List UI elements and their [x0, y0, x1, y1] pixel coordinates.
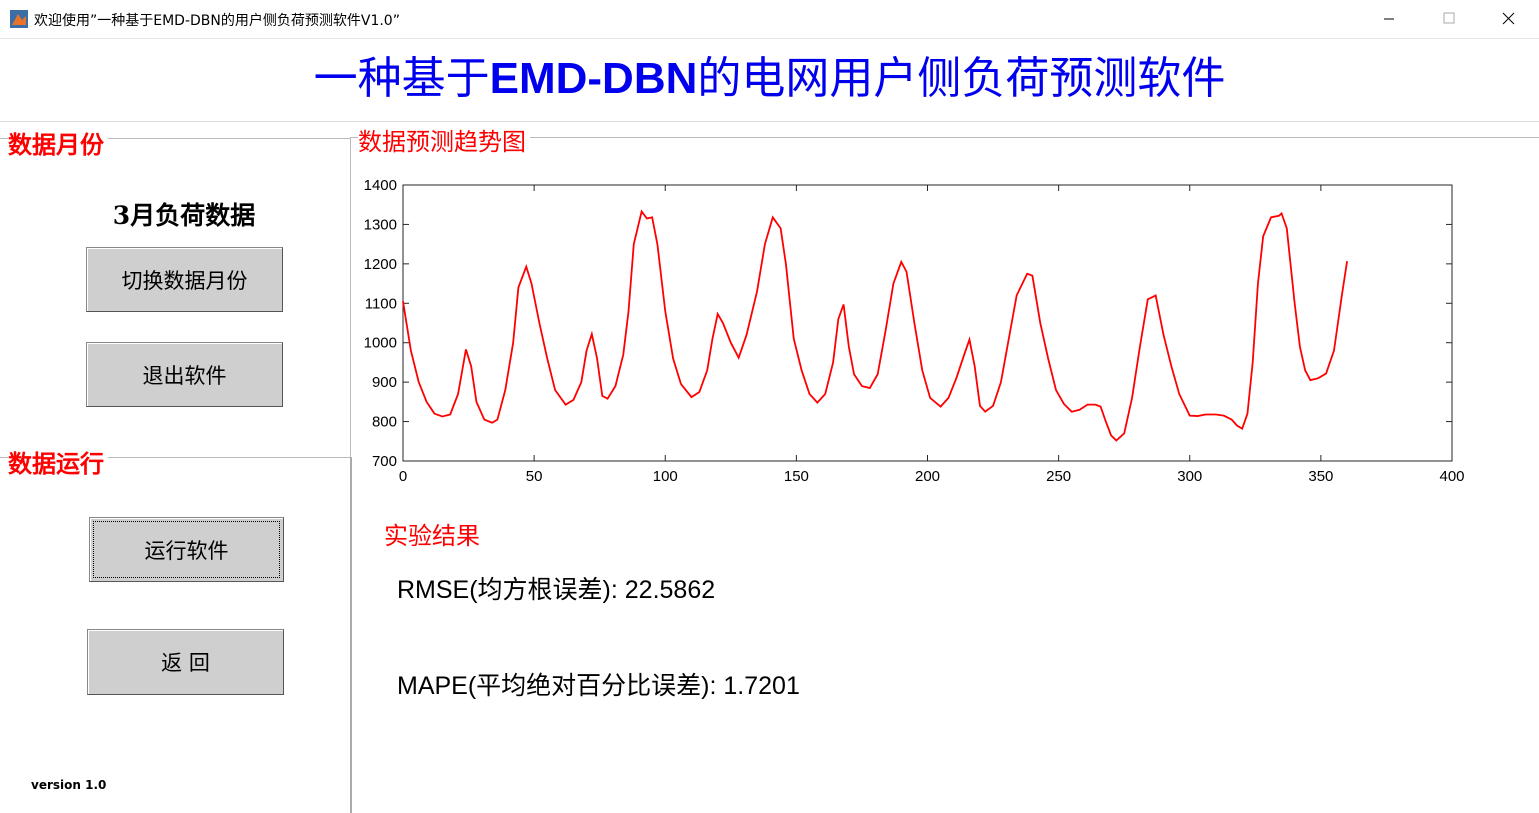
divider — [0, 121, 1539, 122]
header-part: 一种基于 — [313, 53, 490, 104]
group-label: 数据运行 — [8, 444, 108, 479]
run-group — [0, 457, 352, 813]
y-tick-label: 1300 — [364, 216, 397, 233]
y-tick-label: 1400 — [364, 177, 397, 194]
header-part: 的电网用户侧负荷预测软件 — [697, 53, 1226, 104]
x-tick-label: 350 — [1308, 468, 1333, 485]
window-controls[interactable] — [1370, 0, 1539, 38]
x-tick-label: 250 — [1046, 468, 1071, 485]
month-group — [0, 138, 351, 459]
header-title: 一种基于EMD-DBN的电网用户侧负荷预测软件 — [0, 42, 1539, 106]
window-title: 欢迎使用”一种基于EMD-DBN的用户侧负荷预测软件V1.0” — [34, 13, 400, 29]
y-tick-label: 1000 — [364, 335, 397, 352]
y-tick-label: 1100 — [365, 295, 397, 312]
y-tick-label: 700 — [372, 453, 397, 470]
current-month: 3月负荷数据 — [112, 201, 256, 230]
chart-group — [350, 137, 1539, 138]
x-tick-label: 400 — [1439, 468, 1464, 485]
group-label: 数据月份 — [8, 125, 108, 160]
y-tick-label: 800 — [372, 414, 397, 431]
x-tick-label: 50 — [526, 468, 543, 485]
result-line: MAPE(平均绝对百分比误差): 1.7201 — [397, 672, 800, 700]
x-tick-label: 150 — [784, 468, 809, 485]
chart: 700 800 900 1000 1100 1200 1300 1400 0 50 100 150 20… — [364, 177, 1465, 485]
version: version 1.0 — [31, 778, 107, 792]
y-tick-label: 900 — [372, 374, 397, 391]
y-tick-label: 1200 — [364, 256, 397, 273]
title-bar: 欢迎使用”一种基于EMD-DBN的用户侧负荷预测软件V1.0” — [0, 0, 1539, 39]
chart-title: 数据预测趋势图 — [358, 122, 530, 157]
line — [402, 209, 1348, 442]
x-tick-label: 200 — [915, 468, 940, 485]
header-part: EMD-DBN — [489, 54, 698, 103]
button[interactable]: 切换数据月份 — [86, 247, 283, 312]
plot-area — [402, 184, 1453, 462]
results-label: 实验结果 — [384, 516, 484, 551]
app-icon — [10, 10, 28, 28]
x-tick-label: 300 — [1177, 468, 1202, 485]
x-tick-label: 100 — [653, 468, 678, 485]
result-line: RMSE(均方根误差): 22.5862 — [397, 576, 716, 604]
x-tick-label: 0 — [399, 468, 407, 485]
button[interactable]: 退出软件 — [86, 342, 283, 407]
button[interactable]: 返 回 — [87, 629, 284, 695]
button[interactable]: 运行软件 — [89, 517, 284, 582]
